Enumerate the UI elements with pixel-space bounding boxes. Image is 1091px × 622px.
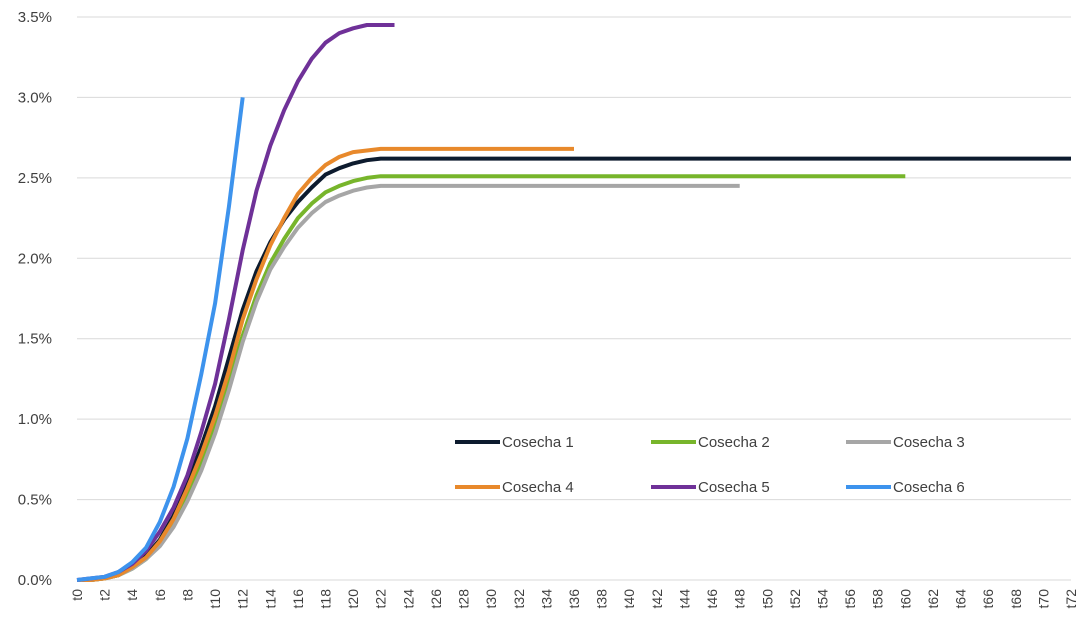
y-tick-label: 3.5% xyxy=(18,9,52,26)
x-tick-label: t34 xyxy=(538,589,554,609)
x-tick-label: t16 xyxy=(290,589,306,609)
series-lines xyxy=(76,23,1071,582)
legend-item: Cosecha 3 xyxy=(846,434,965,451)
x-tick-label: t0 xyxy=(69,589,85,601)
x-tick-label: t30 xyxy=(483,589,499,609)
x-tick-label: t20 xyxy=(345,589,361,609)
y-tick-label: 1.5% xyxy=(18,331,52,348)
x-tick-label: t28 xyxy=(456,589,472,609)
legend-item: Cosecha 4 xyxy=(455,479,574,496)
x-tick-label: t66 xyxy=(980,589,996,609)
legend: Cosecha 1 Cosecha 2 Cosecha 3 Cosecha 4 Cose… xyxy=(455,434,965,496)
series-line-5 xyxy=(76,23,395,582)
x-tick-label: t32 xyxy=(511,589,527,609)
x-tick-label: t48 xyxy=(732,589,748,609)
legend-label: Cosecha 5 xyxy=(698,479,770,496)
series-line-6 xyxy=(76,97,245,582)
x-tick-label: t8 xyxy=(179,589,195,601)
x-tick-label: t54 xyxy=(815,589,831,609)
x-tick-label: t68 xyxy=(1008,589,1024,609)
x-tick-label: t64 xyxy=(953,589,969,609)
legend-item: Cosecha 1 xyxy=(455,434,574,451)
legend-label: Cosecha 3 xyxy=(893,434,965,451)
x-tick-label: t24 xyxy=(400,589,416,609)
y-tick-label: 2.0% xyxy=(18,250,52,267)
x-tick-label: t2 xyxy=(97,589,113,601)
x-tick-label: t14 xyxy=(262,589,278,609)
x-tick-label: t6 xyxy=(152,589,168,601)
series-line-3 xyxy=(77,183,740,582)
x-tick-label: t22 xyxy=(373,589,389,609)
legend-item: Cosecha 6 xyxy=(846,479,965,496)
x-tick-label: t44 xyxy=(676,589,692,609)
legend-label: Cosecha 2 xyxy=(698,434,770,451)
x-tick-label: t50 xyxy=(759,589,775,609)
x-tick-label: t38 xyxy=(594,589,610,609)
y-tick-label: 2.5% xyxy=(18,170,52,187)
x-tick-label: t26 xyxy=(428,589,444,609)
x-tick-label: t12 xyxy=(235,589,251,609)
y-tick-label: 0.5% xyxy=(18,492,52,509)
x-tick-label: t56 xyxy=(842,589,858,609)
x-tick-label: t52 xyxy=(787,589,803,609)
x-tick-label: t72 xyxy=(1063,589,1079,609)
x-tick-label: t42 xyxy=(649,589,665,609)
x-tick-label: t58 xyxy=(870,589,886,609)
y-tick-label: 3.0% xyxy=(18,89,52,106)
x-tick-label: t46 xyxy=(704,589,720,609)
legend-item: Cosecha 5 xyxy=(651,479,770,496)
series-line-4 xyxy=(77,146,574,582)
y-tick-label: 0.0% xyxy=(18,572,52,589)
x-tick-label: t18 xyxy=(318,589,334,609)
legend-label: Cosecha 1 xyxy=(502,434,574,451)
legend-label: Cosecha 6 xyxy=(893,479,965,496)
y-axis-ticks: 0.0% 0.5% 1.0% 1.5% 2.0% 2.5% 3.0% 3.5% xyxy=(18,9,52,589)
x-tick-label: t4 xyxy=(124,589,140,601)
x-tick-label: t60 xyxy=(897,589,913,609)
x-tick-label: t62 xyxy=(925,589,941,609)
legend-item: Cosecha 2 xyxy=(651,434,770,451)
x-axis-ticks: t0 t2 t4 t6 t8 t10 t12 t14 t16 t18 t20 t22 t24 t26 t28… xyxy=(69,589,1079,609)
x-tick-label: t36 xyxy=(566,589,582,609)
x-tick-label: t40 xyxy=(621,589,637,609)
y-tick-label: 1.0% xyxy=(18,411,52,428)
x-tick-label: t70 xyxy=(1035,589,1051,609)
x-tick-label: t10 xyxy=(207,589,223,609)
legend-label: Cosecha 4 xyxy=(502,479,574,496)
